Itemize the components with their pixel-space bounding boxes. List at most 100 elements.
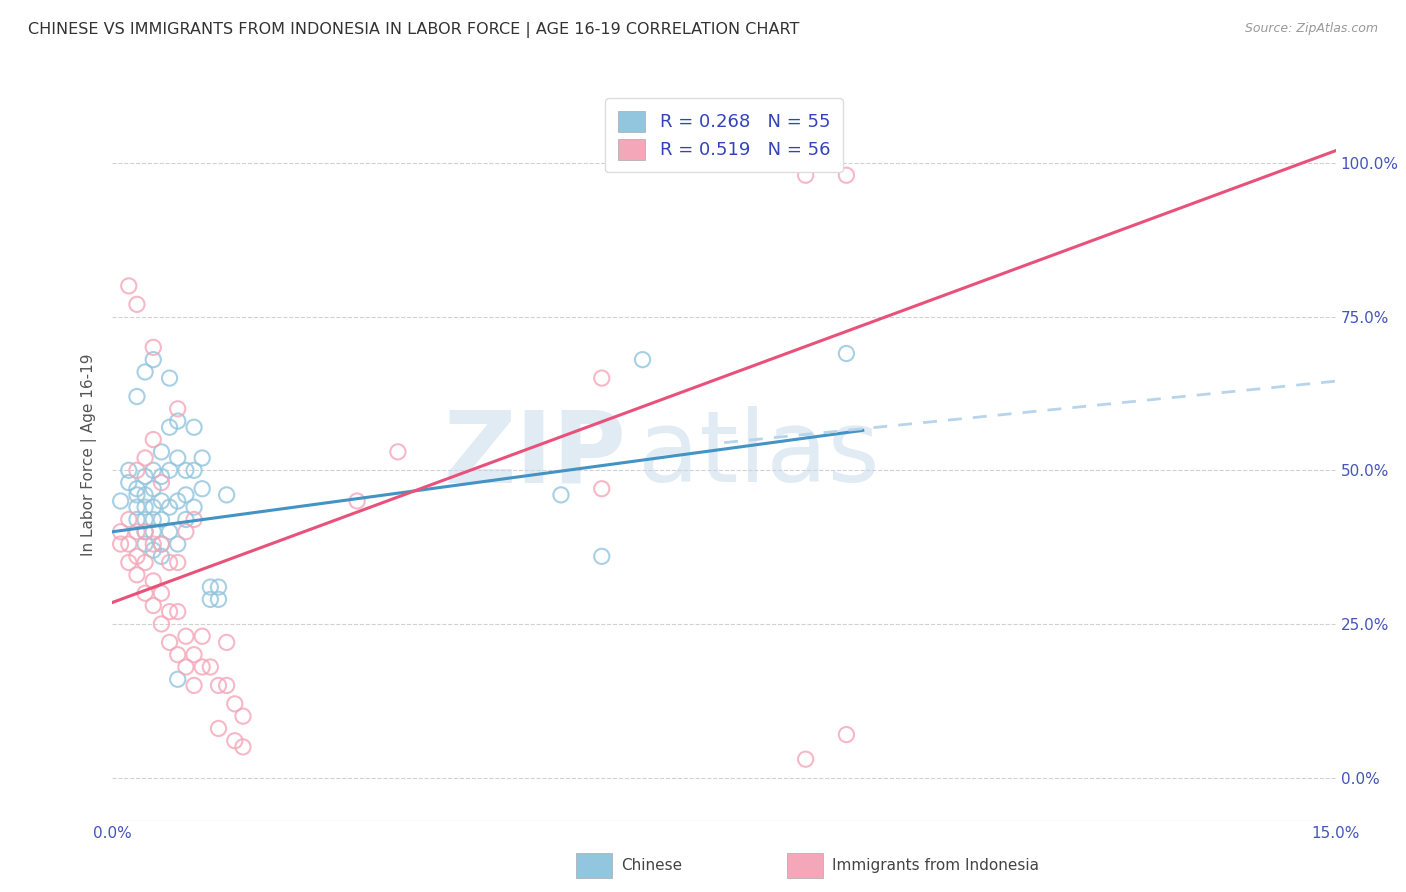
Point bbox=[142, 352, 165, 367]
Point bbox=[110, 524, 132, 539]
Point bbox=[134, 524, 156, 539]
Point bbox=[134, 365, 156, 379]
Point bbox=[183, 463, 205, 477]
Point bbox=[174, 463, 197, 477]
Point bbox=[118, 279, 141, 293]
Point bbox=[125, 567, 148, 582]
Point bbox=[142, 543, 165, 558]
Point bbox=[794, 168, 817, 182]
Point bbox=[150, 616, 173, 631]
Text: CHINESE VS IMMIGRANTS FROM INDONESIA IN LABOR FORCE | AGE 16-19 CORRELATION CHAR: CHINESE VS IMMIGRANTS FROM INDONESIA IN … bbox=[28, 22, 800, 38]
Text: Chinese: Chinese bbox=[621, 858, 682, 872]
Point bbox=[207, 592, 229, 607]
Point bbox=[150, 494, 173, 508]
Point bbox=[166, 605, 188, 619]
Point bbox=[631, 352, 654, 367]
Point bbox=[125, 549, 148, 564]
Point bbox=[150, 469, 173, 483]
Point bbox=[794, 752, 817, 766]
Point bbox=[125, 488, 148, 502]
Point bbox=[150, 549, 173, 564]
Point bbox=[183, 648, 205, 662]
Point bbox=[191, 450, 214, 465]
Point bbox=[215, 488, 238, 502]
Point bbox=[166, 450, 188, 465]
Point bbox=[142, 463, 165, 477]
Point bbox=[134, 488, 156, 502]
Point bbox=[110, 537, 132, 551]
Point bbox=[118, 463, 141, 477]
Point bbox=[166, 414, 188, 428]
Text: atlas: atlas bbox=[638, 407, 880, 503]
Point bbox=[346, 494, 368, 508]
Point bbox=[835, 346, 858, 360]
Point bbox=[183, 500, 205, 515]
Point bbox=[207, 678, 229, 692]
Point bbox=[134, 537, 156, 551]
Point bbox=[125, 500, 148, 515]
Point bbox=[159, 524, 181, 539]
Point bbox=[191, 482, 214, 496]
Point bbox=[166, 673, 188, 687]
Point bbox=[215, 635, 238, 649]
Point bbox=[134, 556, 156, 570]
Text: Source: ZipAtlas.com: Source: ZipAtlas.com bbox=[1244, 22, 1378, 36]
Point bbox=[224, 697, 246, 711]
Point bbox=[232, 739, 254, 754]
Point bbox=[200, 580, 222, 594]
Point bbox=[166, 401, 188, 416]
Point bbox=[125, 463, 148, 477]
Point bbox=[591, 482, 613, 496]
Point bbox=[118, 537, 141, 551]
Point bbox=[142, 537, 165, 551]
Point bbox=[134, 500, 156, 515]
Point bbox=[142, 574, 165, 588]
Point bbox=[142, 482, 165, 496]
Point bbox=[125, 524, 148, 539]
Point bbox=[150, 537, 173, 551]
Point bbox=[150, 445, 173, 459]
Point bbox=[118, 475, 141, 490]
Point bbox=[191, 660, 214, 674]
Point bbox=[183, 420, 205, 434]
Point bbox=[159, 463, 181, 477]
Point bbox=[159, 420, 181, 434]
Point bbox=[125, 297, 148, 311]
Text: ZIP: ZIP bbox=[443, 407, 626, 503]
Point bbox=[159, 556, 181, 570]
Point bbox=[207, 580, 229, 594]
Point bbox=[591, 371, 613, 385]
Point bbox=[387, 445, 409, 459]
Point bbox=[159, 635, 181, 649]
Point bbox=[142, 340, 165, 354]
Point bbox=[174, 660, 197, 674]
Point bbox=[159, 605, 181, 619]
Point bbox=[134, 469, 156, 483]
Point bbox=[142, 599, 165, 613]
Legend: R = 0.268   N = 55, R = 0.519   N = 56: R = 0.268 N = 55, R = 0.519 N = 56 bbox=[606, 98, 842, 172]
Point bbox=[166, 648, 188, 662]
Point bbox=[125, 482, 148, 496]
Point bbox=[110, 494, 132, 508]
Point bbox=[142, 512, 165, 526]
Point bbox=[215, 678, 238, 692]
Point bbox=[134, 450, 156, 465]
Point bbox=[142, 524, 165, 539]
Point bbox=[835, 168, 858, 182]
Point bbox=[150, 475, 173, 490]
Point bbox=[150, 586, 173, 600]
Point bbox=[207, 722, 229, 736]
Point bbox=[591, 549, 613, 564]
Point bbox=[134, 586, 156, 600]
Point bbox=[835, 728, 858, 742]
Point bbox=[166, 556, 188, 570]
Point bbox=[134, 524, 156, 539]
Point bbox=[125, 390, 148, 404]
Point bbox=[174, 524, 197, 539]
Y-axis label: In Labor Force | Age 16-19: In Labor Force | Age 16-19 bbox=[80, 353, 97, 557]
Point bbox=[200, 660, 222, 674]
Point bbox=[159, 500, 181, 515]
Point bbox=[125, 512, 148, 526]
Point bbox=[150, 512, 173, 526]
Point bbox=[550, 488, 572, 502]
